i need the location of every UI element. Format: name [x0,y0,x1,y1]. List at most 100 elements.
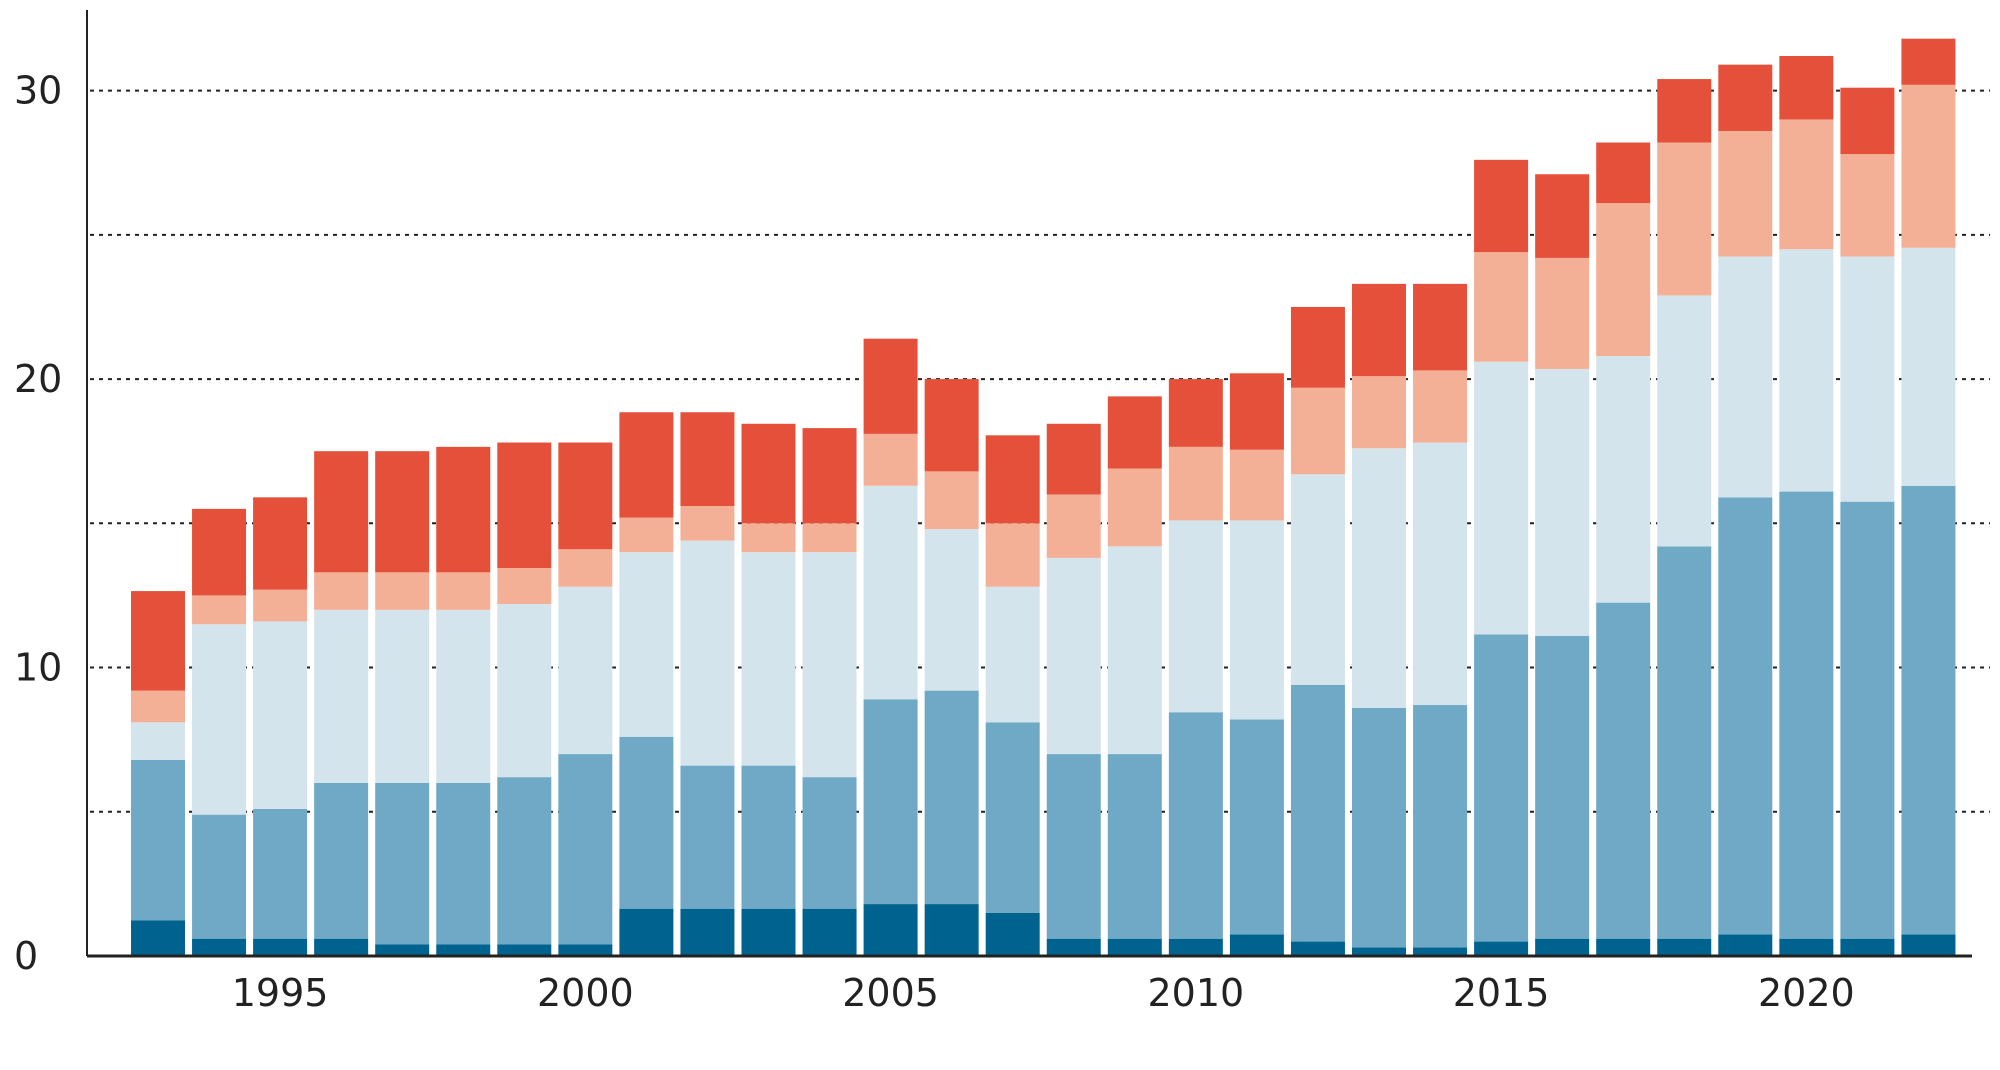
bar-2008 [1046,423,1101,956]
bar-segment-1993-series-1 [131,920,185,956]
bar-segment-2008-series-3 [1046,557,1101,755]
bar-segment-1995-series-4 [253,589,308,622]
bar-segment-2010-series-5 [1168,379,1223,447]
bar-segment-2019-series-3 [1718,256,1773,498]
bar-segment-2016-series-5 [1535,174,1590,258]
bar-segment-2006-series-5 [924,379,979,472]
bar-segment-2020-series-2 [1779,491,1834,939]
bar-segment-2013-series-2 [1352,707,1406,948]
bar-segment-2001-series-5 [619,412,674,518]
bar-segment-2016-series-1 [1535,938,1590,956]
bar-segment-2000-series-4 [558,549,613,587]
x-tick-label: 2015 [1453,971,1550,1015]
bar-1994 [192,508,247,956]
bar-segment-1999-series-1 [497,944,552,956]
bar-segment-1998-series-3 [436,609,491,783]
x-axis-labels: 1995 2000 2005 2010 2015 2020 [232,971,1855,1015]
bar-segment-2003-series-5 [741,423,796,524]
bar-segment-2020-series-3 [1779,249,1834,492]
bar-segment-2018-series-5 [1657,79,1712,143]
bar-segment-2018-series-1 [1657,938,1712,956]
x-tick-label: 1995 [232,971,329,1015]
bar-segment-2019-series-2 [1718,497,1773,935]
bar-segment-2014-series-1 [1413,947,1468,956]
bar-2000 [558,442,613,956]
bar-segment-2018-series-2 [1657,546,1712,939]
bar-segment-1995-series-1 [253,938,308,956]
bar-2016 [1535,174,1590,956]
bar-segment-2004-series-1 [802,908,857,956]
bar-segment-2022-series-5 [1901,38,1956,85]
bar-segment-2008-series-4 [1046,494,1101,558]
bar-segment-2016-series-4 [1535,257,1590,369]
bar-segment-2017-series-2 [1596,602,1651,939]
bar-segment-2008-series-1 [1046,938,1101,956]
y-axis-labels: 0 10 20 30 [14,69,62,978]
bar-segment-2006-series-4 [924,471,979,530]
bar-2010 [1168,379,1223,956]
bar-segment-2007-series-2 [985,722,1040,913]
bar-segment-2022-series-2 [1901,485,1956,935]
bar-2002 [680,412,735,956]
bar-segment-2015-series-2 [1474,634,1529,942]
x-tick-label: 2020 [1758,971,1855,1015]
bar-segment-2013-series-4 [1352,376,1406,449]
bar-segment-2012-series-5 [1290,306,1345,388]
bar-segment-1999-series-2 [497,777,552,945]
bar-segment-1997-series-4 [375,572,430,610]
bar-segment-2021-series-1 [1840,938,1895,956]
bar-1993 [131,591,185,956]
bar-segment-2005-series-2 [863,699,918,905]
bar-segment-1999-series-3 [497,604,552,778]
bar-segment-1994-series-1 [192,938,247,956]
bar-segment-2005-series-4 [863,433,918,486]
bar-segment-2021-series-2 [1840,501,1895,939]
x-tick-label: 2000 [537,971,634,1015]
bar-segment-1996-series-5 [314,451,369,573]
bar-segment-2018-series-4 [1657,142,1712,296]
bar-segment-1997-series-2 [375,782,430,945]
bar-segment-1994-series-2 [192,814,247,939]
bar-segment-1998-series-1 [436,944,491,956]
bar-segment-2013-series-5 [1352,283,1406,377]
bar-segment-2015-series-4 [1474,252,1529,362]
bar-2001 [619,412,674,956]
bar-segment-2002-series-3 [680,540,735,766]
bar-segment-2003-series-2 [741,765,796,909]
bar-2012 [1290,306,1345,956]
bar-2018 [1657,79,1712,956]
bar-segment-2005-series-5 [863,338,918,434]
bar-segment-1993-series-2 [131,759,185,921]
bar-segment-1997-series-3 [375,609,430,783]
bar-segment-2022-series-3 [1901,247,1956,486]
y-tick-label: 10 [14,646,62,690]
bar-segment-2016-series-2 [1535,635,1590,939]
bar-segment-1993-series-4 [131,690,185,723]
bar-segment-2017-series-5 [1596,142,1651,204]
bar-segment-2007-series-1 [985,912,1040,956]
bar-segment-2009-series-3 [1107,546,1162,755]
bar-segment-2022-series-4 [1901,84,1956,248]
bar-1996 [314,451,369,956]
bar-segment-2019-series-4 [1718,130,1773,257]
bar-segment-2017-series-4 [1596,203,1651,356]
bar-segment-1998-series-4 [436,572,491,610]
bar-segment-1996-series-3 [314,609,369,783]
bar-segment-1994-series-3 [192,624,247,815]
bar-2005 [863,338,918,956]
bar-2003 [741,423,796,956]
bar-segment-1994-series-4 [192,595,247,625]
bar-2009 [1107,396,1162,956]
bar-segment-2001-series-4 [619,517,674,553]
bar-segment-1998-series-2 [436,782,491,945]
bar-segment-2005-series-1 [863,904,918,956]
bar-segment-1999-series-4 [497,568,552,605]
bar-2015 [1474,159,1529,956]
bar-1995 [253,497,308,956]
y-tick-label: 30 [14,69,62,113]
bar-segment-2008-series-2 [1046,754,1101,939]
bar-segment-2009-series-1 [1107,938,1162,956]
bar-segment-2003-series-3 [741,552,796,766]
bar-segment-2017-series-1 [1596,938,1651,956]
